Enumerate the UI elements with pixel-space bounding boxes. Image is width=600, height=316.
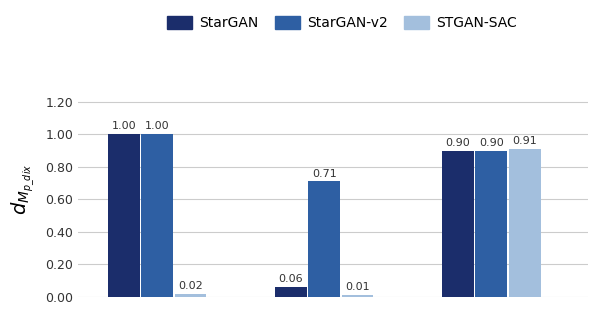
Bar bbox=[175, 294, 206, 297]
Text: 0.91: 0.91 bbox=[512, 136, 537, 146]
Y-axis label: $d_{M_{p\_dix}}$: $d_{M_{p\_dix}}$ bbox=[9, 164, 37, 215]
Text: 0.71: 0.71 bbox=[312, 168, 337, 179]
Bar bbox=[342, 295, 373, 297]
Bar bbox=[509, 149, 541, 297]
Legend: StarGAN, StarGAN-v2, STGAN-SAC: StarGAN, StarGAN-v2, STGAN-SAC bbox=[161, 10, 523, 36]
Bar bbox=[475, 150, 507, 297]
Text: 0.90: 0.90 bbox=[445, 137, 470, 148]
Text: 0.90: 0.90 bbox=[479, 137, 503, 148]
Text: 1.00: 1.00 bbox=[112, 121, 136, 131]
Bar bbox=[442, 150, 473, 297]
Bar bbox=[308, 181, 340, 297]
Bar bbox=[275, 287, 307, 297]
Bar bbox=[108, 134, 140, 297]
Text: 1.00: 1.00 bbox=[145, 121, 169, 131]
Text: 0.02: 0.02 bbox=[178, 281, 203, 291]
Text: 0.01: 0.01 bbox=[346, 283, 370, 293]
Bar bbox=[142, 134, 173, 297]
Text: 0.06: 0.06 bbox=[278, 274, 303, 284]
